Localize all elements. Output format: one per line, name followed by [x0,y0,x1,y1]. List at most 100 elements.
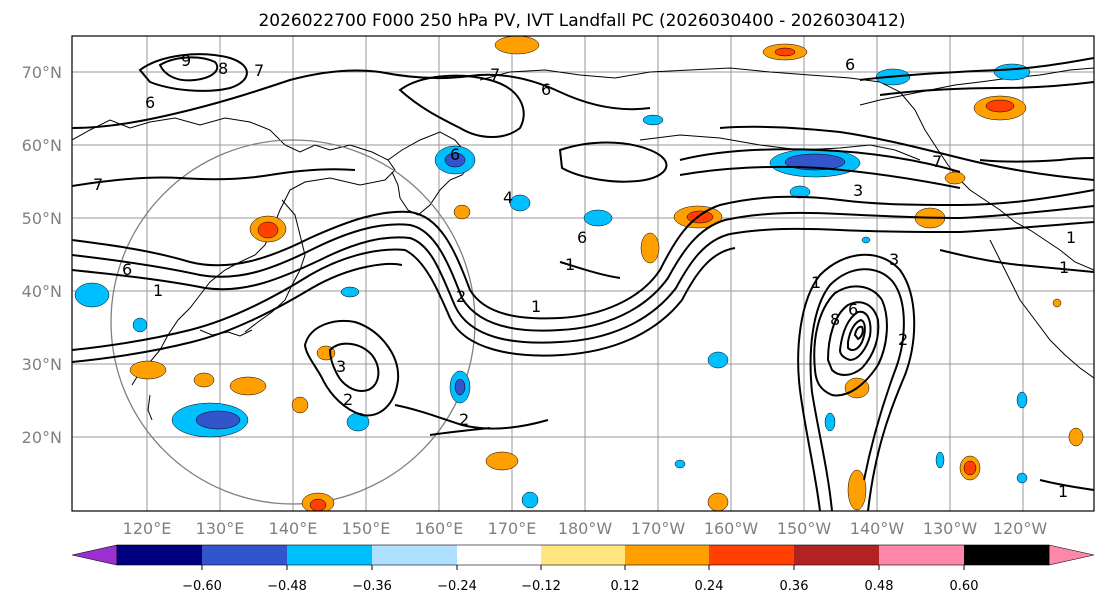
lon-label: 170°E [488,519,537,538]
blob-negative [583,209,613,227]
colorbar-segment [372,545,457,565]
colorbar-segment [287,545,372,565]
contour-label: 6 [541,80,551,99]
colorbar-segment [202,545,287,565]
blob-negative [707,351,729,369]
contour-label: 6 [845,55,855,74]
lon-label: 180°W [558,519,613,538]
contour-label: 9 [181,51,191,70]
colorbar-segment [625,545,709,565]
blob-positive [963,460,977,476]
colorbar-tick-label: −0.12 [521,579,561,594]
colorbar-outline [116,544,1050,566]
lat-label: 70°N [22,63,62,82]
colorbar-tick-label: −0.48 [267,579,307,594]
lat-label: 50°N [22,209,62,228]
blob-positive [774,47,796,57]
contour-label: 6 [848,300,858,319]
colorbar-segment [709,545,794,565]
blob-positive [944,171,966,185]
contour-label: 7 [490,65,500,84]
blob-negative [509,194,531,212]
contour-label: 1 [1066,228,1076,247]
blob-positive [494,36,540,55]
colorbar-tick-label: 0.12 [611,579,640,594]
blob-positive [707,492,729,511]
contour-label: 2 [898,330,908,349]
lon-label: 170°W [631,519,686,538]
contour-label: 1 [811,273,821,292]
colorbar-tick-label: −0.24 [437,579,477,594]
blob-negative [340,286,360,298]
colorbar-tick-label: 0.60 [950,579,979,594]
colorbar-segment [964,545,1049,565]
blob-negative [454,378,466,396]
map-area: 9 8 7 6 6 7 6 6 4 3 7 7 6 6 1 1 1 2 3 2 … [72,36,1094,511]
colorbar-extend-low [71,544,118,566]
pv-contours [72,53,1094,511]
blob-negative [521,491,539,509]
blob-positive [847,469,867,511]
lat-label: 60°N [22,136,62,155]
lon-label: 160°W [704,519,759,538]
blob-positive [1052,298,1062,308]
contour-label: 8 [218,59,228,78]
blob-positive [453,204,471,220]
contour-label: 1 [1059,258,1069,277]
blob-positive [640,232,660,264]
blob-positive [686,210,714,224]
blob-negative [1016,472,1028,484]
lon-label: 120°W [993,519,1048,538]
colorbar-tick-label: 0.36 [780,579,809,594]
contour-label: 1 [531,297,541,316]
blob-positive [129,360,167,380]
contour-label: 6 [145,93,155,112]
blob-negative [784,153,846,171]
contour-label: 6 [122,260,132,279]
blob-positive [291,396,309,414]
blob-positive [309,498,327,511]
colorbar-segment [794,545,879,565]
blob-positive [485,451,519,471]
colorbar: −0.60 −0.48 −0.36 −0.24 −0.12 0.12 0.24 … [71,544,1095,594]
lon-label: 150°W [777,519,832,538]
blob-negative [789,185,811,199]
lon-label: 130°W [923,519,978,538]
colorbar-segment [457,545,541,565]
blob-negative [195,410,241,430]
contour-label: 3 [889,250,899,269]
plot-title: 2026022700 F000 250 hPa PV, IVT Landfall… [258,11,905,31]
longitude-axis: 120°E 130°E 140°E 150°E 160°E 170°E 180°… [123,519,1048,538]
colorbar-segment [541,545,625,565]
contour-label: 1 [1058,482,1068,501]
blob-negative [674,459,686,469]
colorbar-tick-label: 0.48 [865,579,894,594]
blob-negative [132,317,148,333]
blob-positive [193,372,215,388]
contour-label: 8 [830,310,840,329]
blob-negative [74,282,110,308]
blob-positive [229,376,267,396]
lon-label: 120°E [123,519,172,538]
contour-label: 2 [343,390,353,409]
lat-label: 40°N [22,282,62,301]
blob-positive [257,221,279,239]
colorbar-tick-label: −0.60 [182,579,222,594]
colorbar-tick-label: −0.36 [352,579,392,594]
blob-negative [642,114,664,126]
blob-negative [824,412,836,432]
contour-label: 1 [565,255,575,274]
contour-label: 2 [456,287,466,306]
colorbar-segment [879,545,964,565]
blob-positive [1068,427,1084,447]
colorbar-ticks [201,565,965,570]
lon-label: 150°E [342,519,391,538]
blob-positive [985,99,1015,113]
blob-negative [861,236,871,244]
contour-label: 3 [853,181,863,200]
blob-negative [993,63,1031,81]
contour-labels: 9 8 7 6 6 7 6 6 4 3 7 7 6 6 1 1 1 2 3 2 … [93,51,1076,501]
contour-label: 4 [503,188,513,207]
colorbar-extend-high [1048,544,1095,566]
